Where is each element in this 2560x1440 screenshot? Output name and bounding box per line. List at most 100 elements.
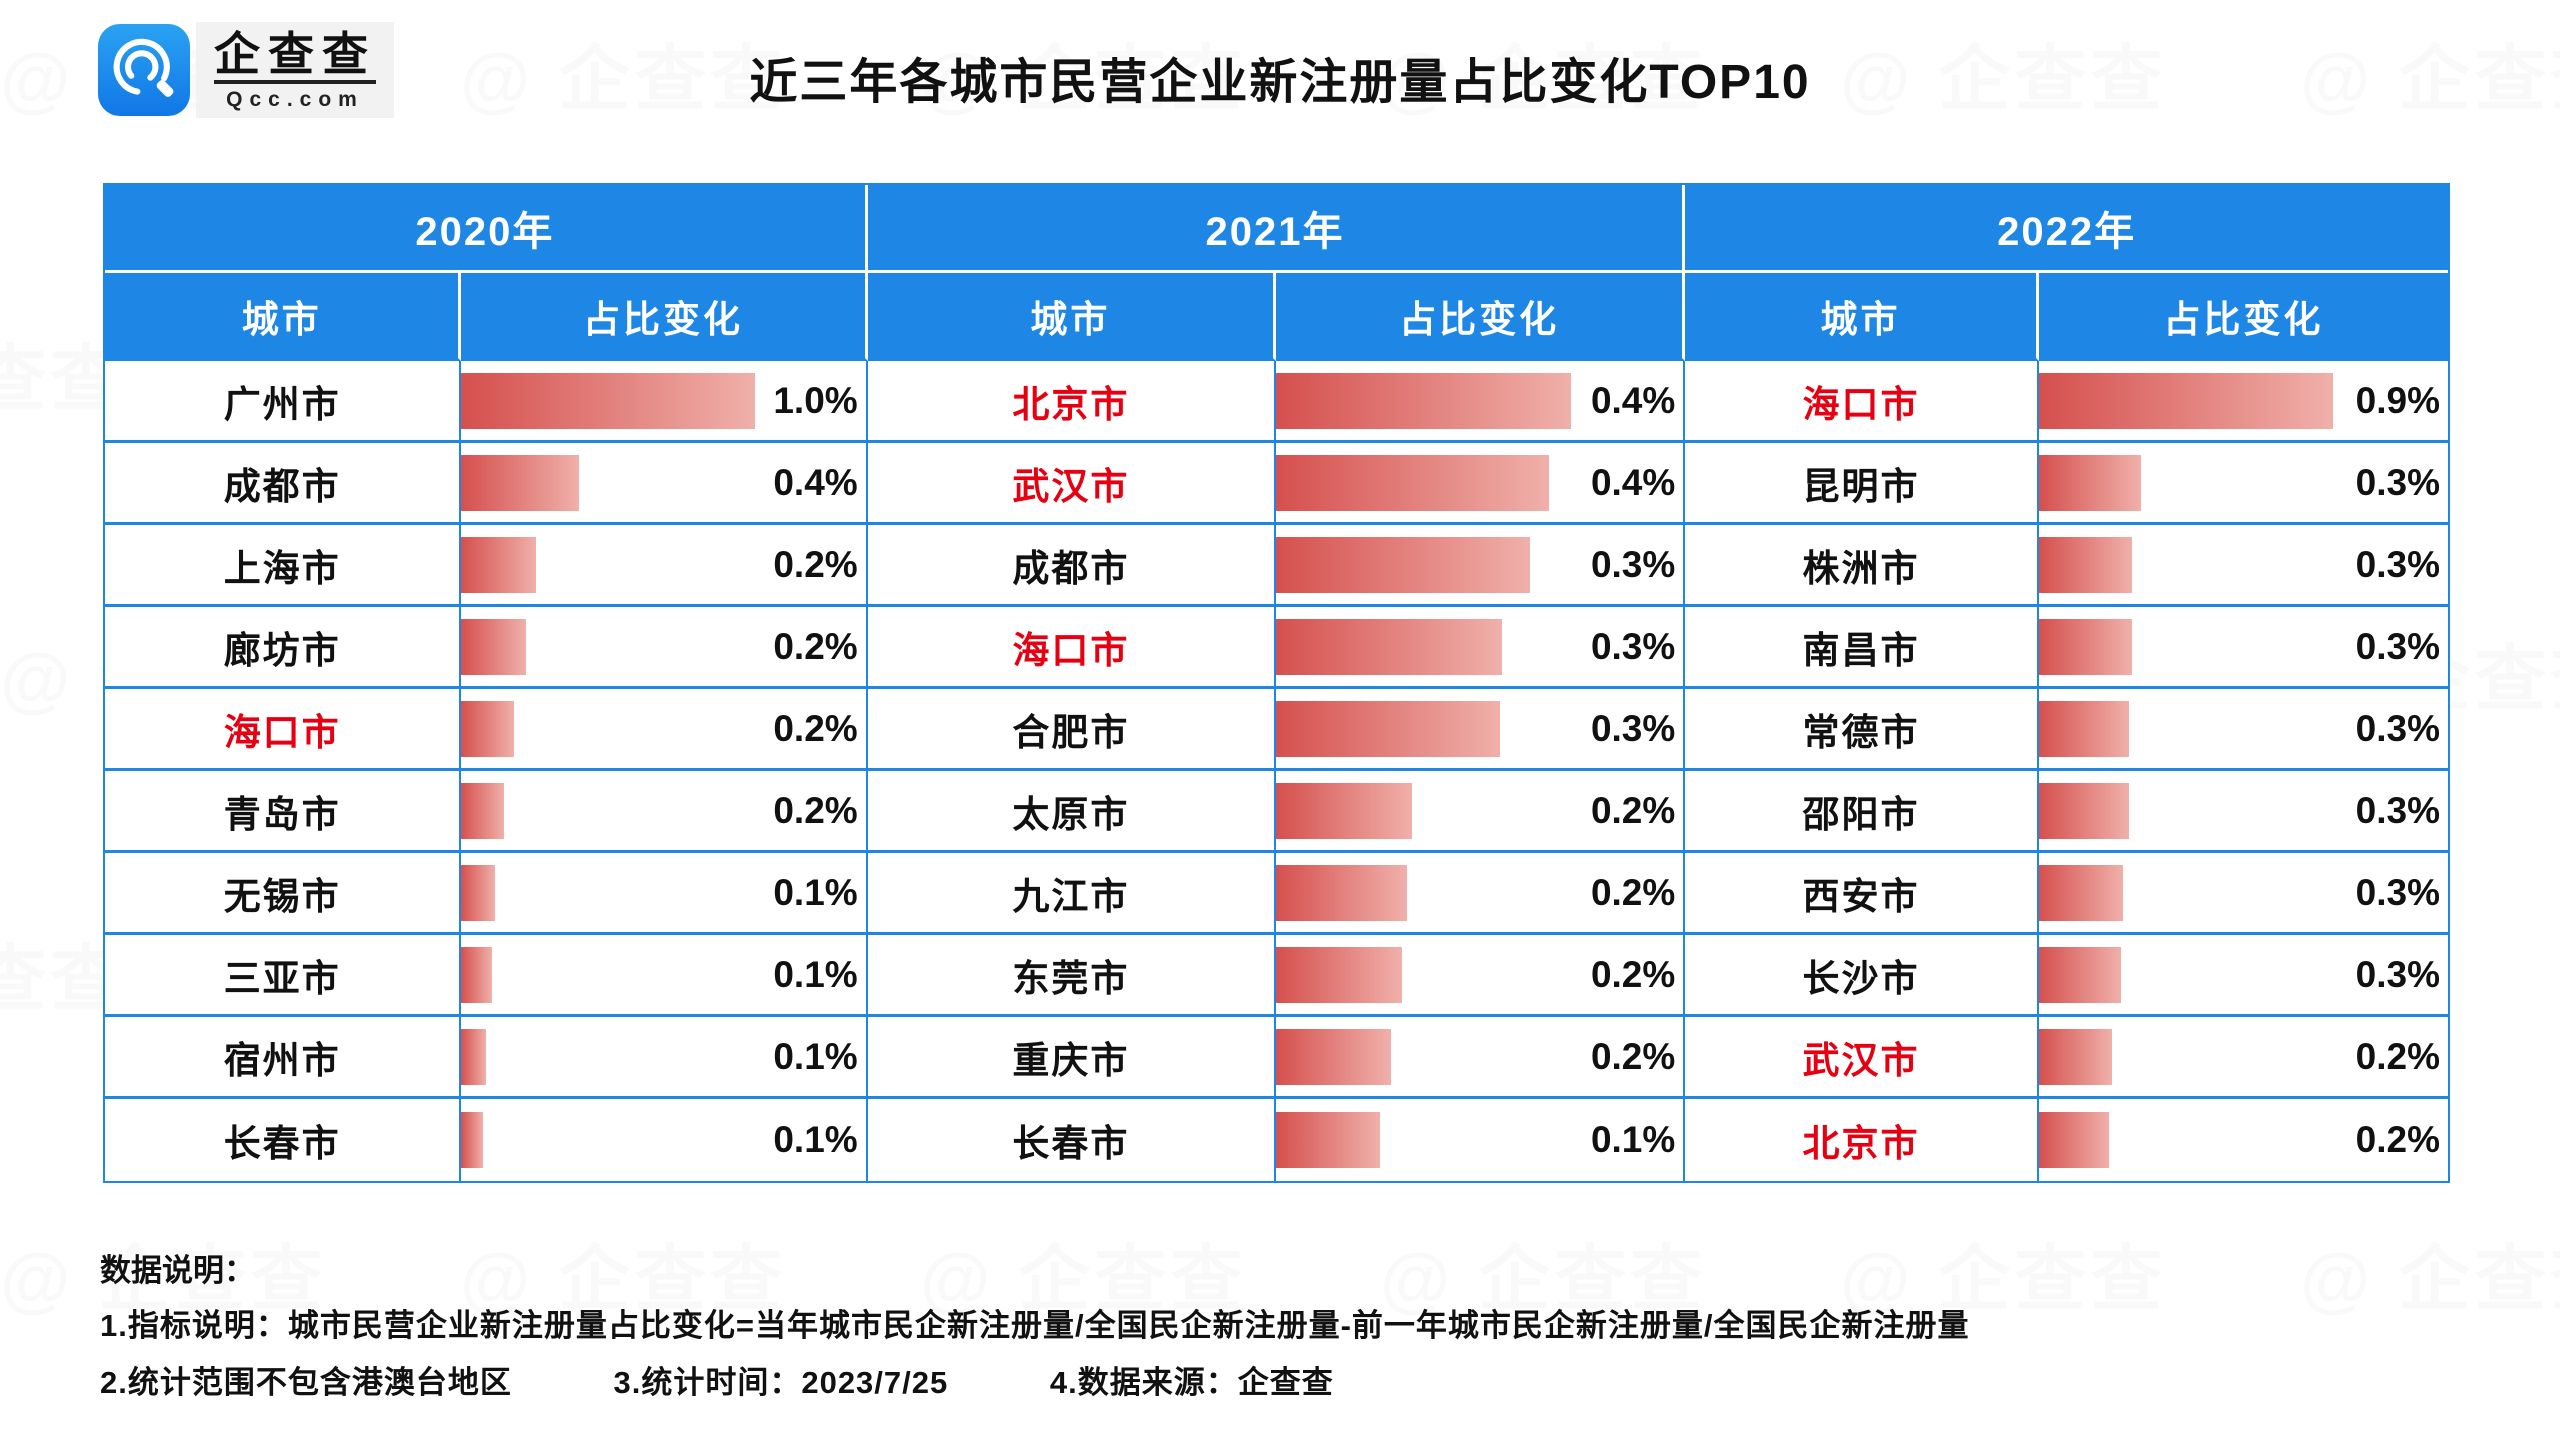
change-cell: 0.2% — [461, 689, 868, 771]
change-bar — [461, 618, 527, 675]
change-value: 0.1% — [1590, 1119, 1676, 1160]
change-cell: 0.9% — [2038, 361, 2448, 443]
notes-line-1: 1.指标说明：城市民营企业新注册量占比变化=当年城市民企新注册量/全国民企新注册… — [100, 1308, 1970, 1343]
change-value: 0.3% — [2355, 625, 2440, 667]
col-header-city-2020: 城市 — [105, 273, 462, 361]
city-cell: 成都市 — [867, 525, 1276, 607]
col-header-change-2021: 占比变化 — [1276, 273, 1686, 361]
change-cell: 0.1% — [461, 1099, 868, 1181]
city-cell: 常德市 — [1685, 689, 2039, 771]
change-bar — [2038, 454, 2142, 511]
change-value: 0.2% — [773, 543, 858, 585]
city-cell: 武汉市 — [1685, 1017, 2039, 1099]
note-data-source: 4.数据来源：企查查 — [1049, 1365, 1334, 1400]
change-bar — [1276, 536, 1531, 593]
change-value: 0.1% — [773, 1119, 858, 1160]
watermark-text: @ 企查查 — [2300, 1240, 2560, 1320]
notes-line-2: 2.统计范围不包含港澳台地区 3.统计时间：2023/7/25 4.数据来源：企… — [100, 1357, 1970, 1402]
change-value: 0.3% — [2355, 707, 2440, 749]
city-cell: 广州市 — [105, 361, 462, 443]
city-cell: 武汉市 — [867, 443, 1276, 525]
note-stat-time: 3.统计时间：2023/7/25 — [613, 1365, 949, 1400]
qcc-wordmark: 企查查 Qcc.com — [196, 22, 394, 119]
change-cell: 0.4% — [1276, 443, 1686, 525]
change-value: 0.2% — [1590, 1035, 1676, 1077]
change-bar — [461, 1028, 487, 1085]
change-cell: 0.3% — [2038, 771, 2448, 853]
col-header-change-2022: 占比变化 — [2038, 273, 2448, 361]
change-bar — [1276, 946, 1403, 1003]
change-bar — [461, 536, 536, 593]
change-bar — [1276, 1028, 1392, 1085]
change-value: 0.2% — [2355, 1119, 2440, 1160]
qcc-logo-icon — [98, 24, 190, 117]
change-value: 0.2% — [1590, 953, 1676, 995]
city-cell: 九江市 — [867, 853, 1276, 935]
city-cell: 邵阳市 — [1685, 771, 2039, 853]
change-cell: 1.0% — [461, 361, 868, 443]
change-cell: 0.1% — [461, 935, 868, 1017]
change-cell: 0.3% — [1276, 525, 1686, 607]
city-cell: 北京市 — [867, 361, 1276, 443]
note-scope: 2.统计范围不包含港澳台地区 — [100, 1365, 512, 1400]
year-header-2020: 2020年 — [105, 185, 868, 273]
change-cell: 0.2% — [1276, 935, 1686, 1017]
year-header-2022: 2022年 — [1685, 185, 2448, 273]
change-bar — [2038, 864, 2124, 921]
change-cell: 0.3% — [2038, 607, 2448, 689]
city-cell: 合肥市 — [867, 689, 1276, 771]
change-cell: 0.4% — [461, 443, 868, 525]
change-cell: 0.1% — [1276, 1099, 1686, 1181]
city-cell: 株洲市 — [1685, 525, 2039, 607]
change-value: 0.2% — [2355, 1035, 2440, 1077]
change-cell: 0.2% — [2038, 1017, 2448, 1099]
change-value: 0.3% — [1590, 707, 1676, 749]
city-cell: 海口市 — [105, 689, 462, 771]
change-cell: 0.1% — [461, 853, 868, 935]
change-bar — [2038, 618, 2132, 675]
city-cell: 昆明市 — [1685, 443, 2039, 525]
city-cell: 东莞市 — [867, 935, 1276, 1017]
change-bar — [1276, 1112, 1381, 1168]
change-bar — [1276, 618, 1503, 675]
change-bar — [2038, 782, 2129, 839]
change-bar — [461, 946, 493, 1003]
change-value: 0.4% — [1590, 461, 1676, 503]
city-cell: 海口市 — [1685, 361, 2039, 443]
change-bar — [461, 782, 505, 839]
change-cell: 0.3% — [2038, 689, 2448, 771]
page-title: 近三年各城市民营企业新注册量占比变化TOP10 — [749, 56, 1811, 109]
change-cell: 0.2% — [1276, 1017, 1686, 1099]
change-bar — [461, 864, 496, 921]
change-value: 0.2% — [773, 789, 858, 831]
change-value: 0.2% — [773, 625, 858, 667]
change-cell: 0.3% — [1276, 607, 1686, 689]
col-header-city-2021: 城市 — [867, 273, 1276, 361]
change-bar — [2038, 1112, 2109, 1168]
change-value: 0.1% — [773, 1035, 858, 1077]
change-value: 0.3% — [1590, 625, 1676, 667]
qcc-logo-text: 企查查 — [214, 30, 376, 85]
change-value: 0.2% — [773, 707, 858, 749]
change-value: 0.2% — [1590, 789, 1676, 831]
city-cell: 太原市 — [867, 771, 1276, 853]
city-cell: 三亚市 — [105, 935, 462, 1017]
ranking-table: 2020年 2021年 2022年 城市 占比变化 城市 占比变化 城市 占比变… — [103, 183, 2450, 1183]
city-cell: 廊坊市 — [105, 607, 462, 689]
change-cell: 0.3% — [2038, 525, 2448, 607]
change-bar — [1276, 372, 1571, 429]
col-header-city-2022: 城市 — [1685, 273, 2039, 361]
city-cell: 海口市 — [867, 607, 1276, 689]
city-cell: 长春市 — [867, 1099, 1276, 1181]
city-cell: 成都市 — [105, 443, 462, 525]
change-bar — [2038, 536, 2132, 593]
change-cell: 0.3% — [2038, 935, 2448, 1017]
change-cell: 0.2% — [461, 607, 868, 689]
qcc-spiral-icon — [113, 38, 174, 98]
change-cell: 0.4% — [1276, 361, 1686, 443]
change-bar — [2038, 372, 2334, 429]
change-value: 0.3% — [2355, 953, 2440, 995]
change-bar — [1276, 454, 1549, 511]
change-cell: 0.2% — [1276, 771, 1686, 853]
change-value: 1.0% — [773, 379, 858, 421]
